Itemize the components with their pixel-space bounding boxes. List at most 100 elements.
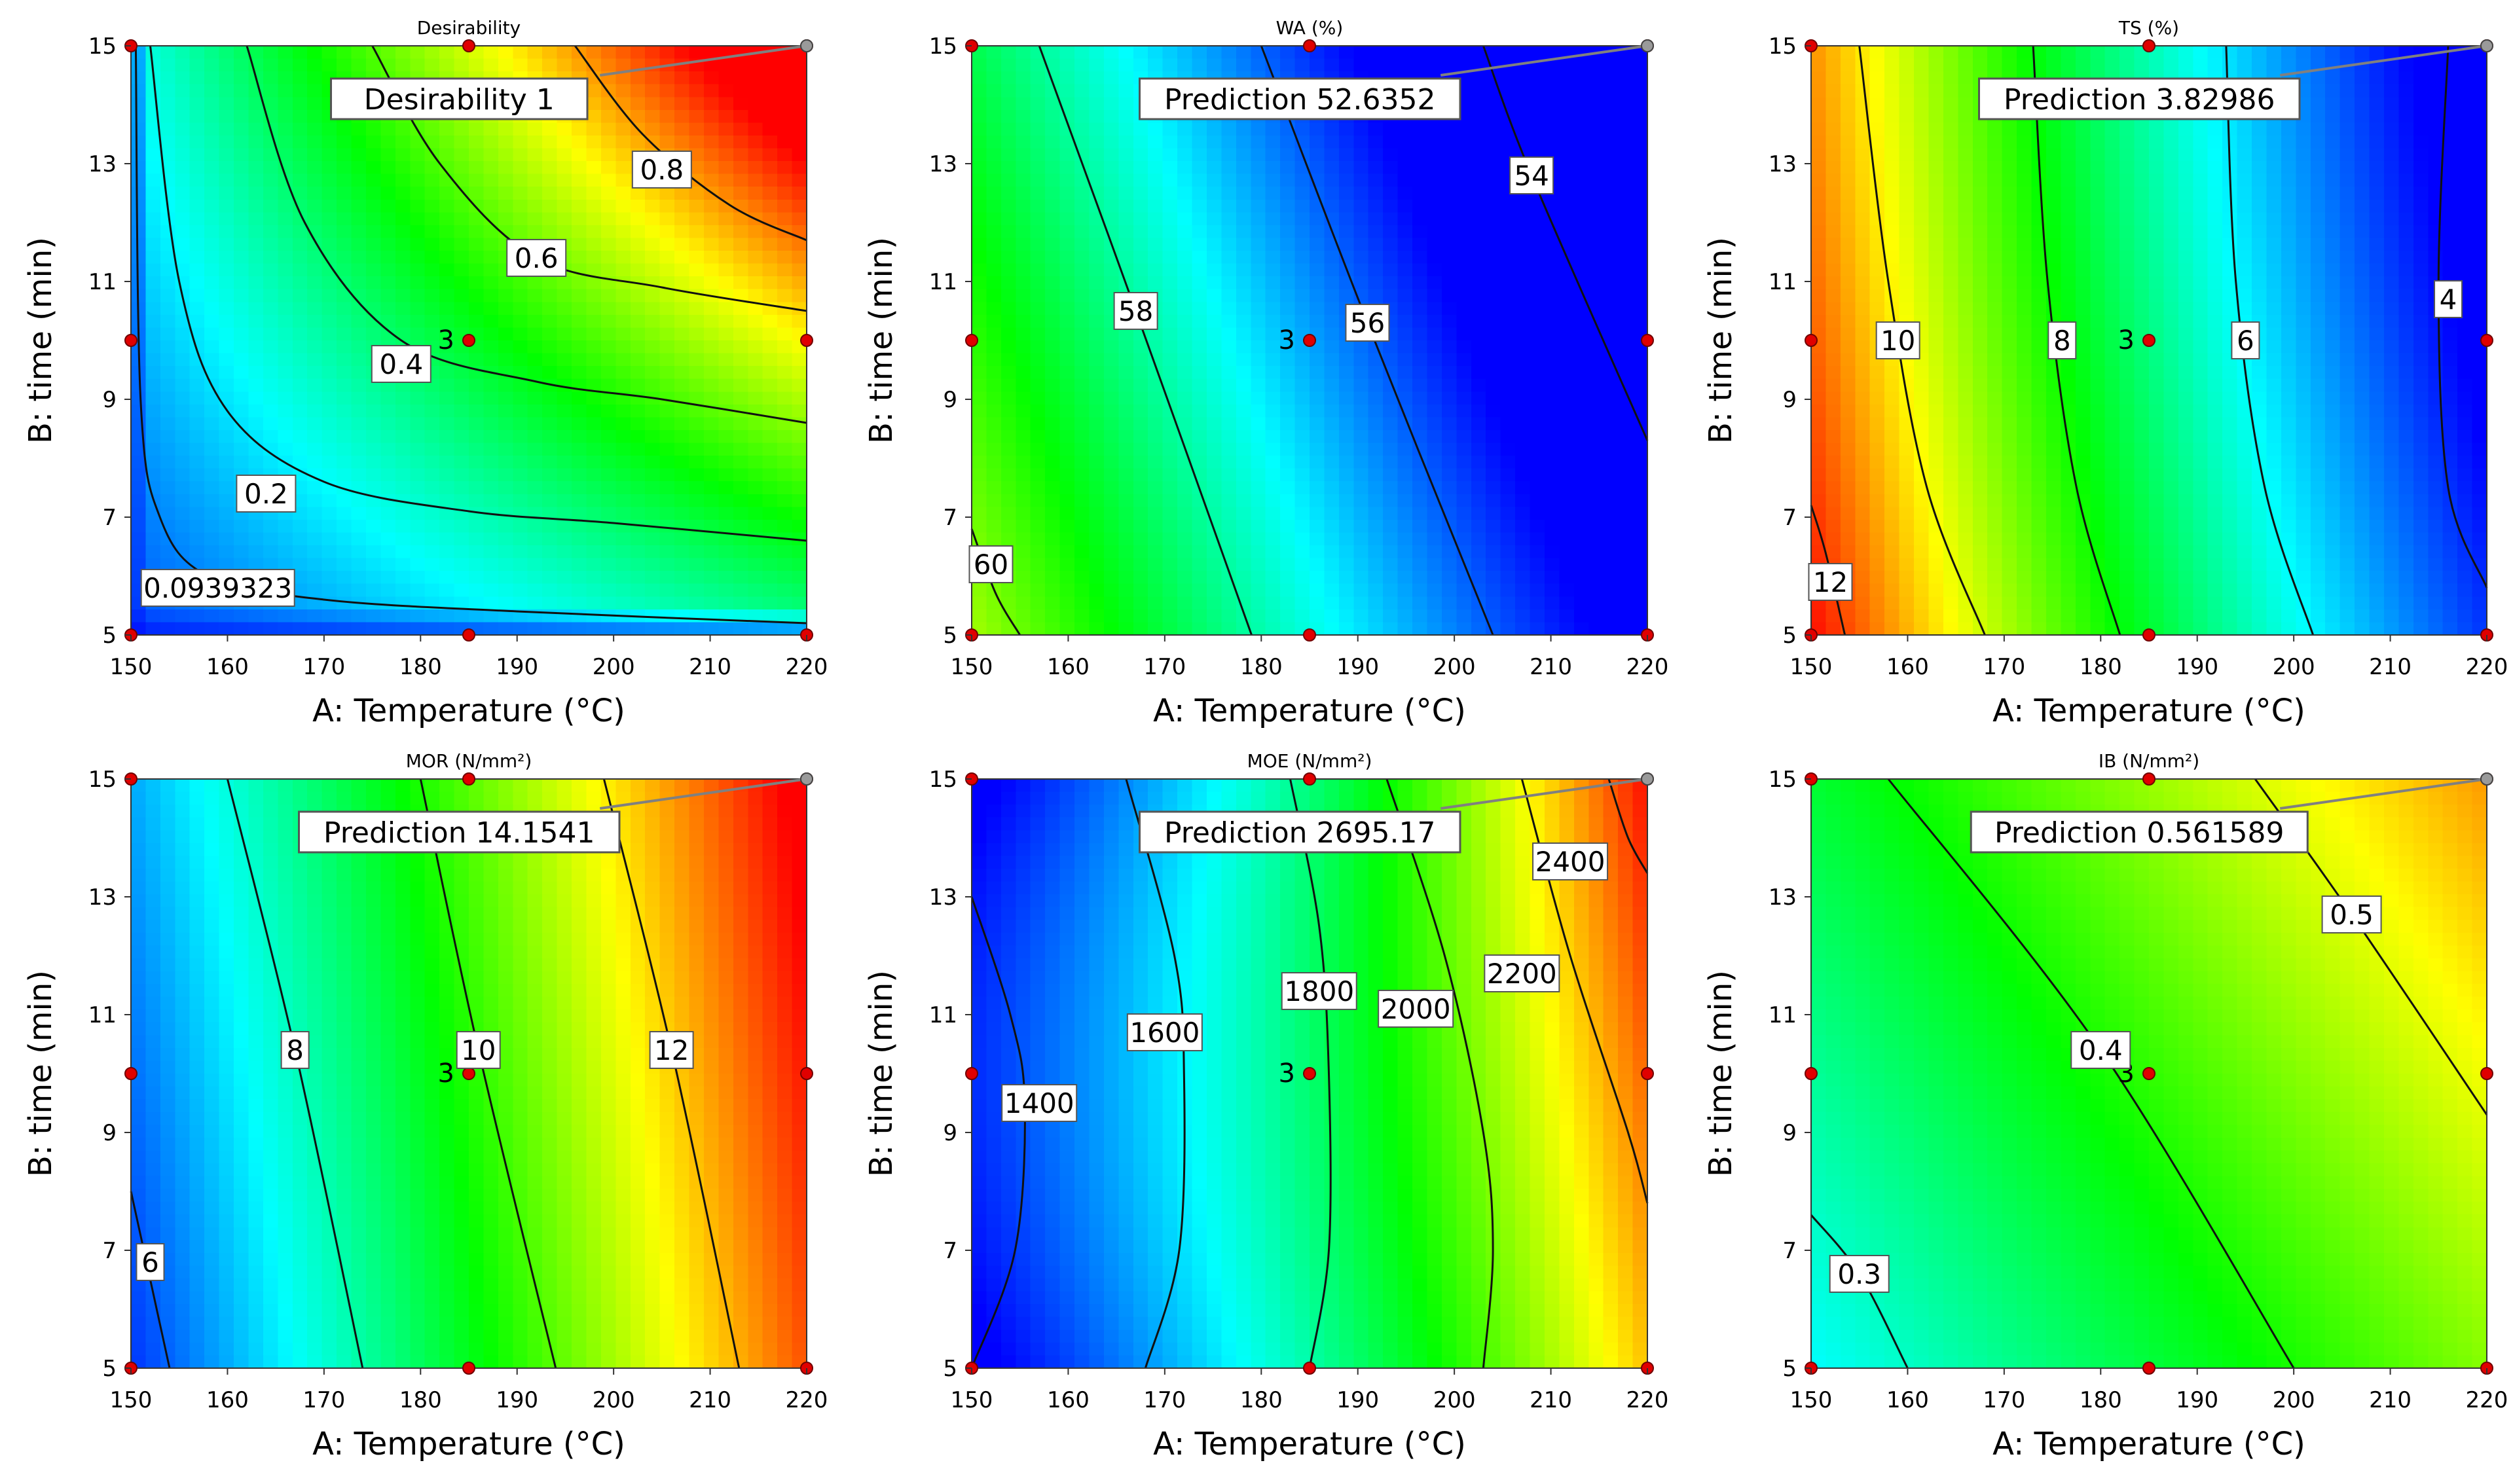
y-tick-label: 9 [102,387,117,413]
design-point [2480,334,2493,347]
contour-label: 58 [1118,295,1153,327]
y-tick-label: 13 [929,151,957,177]
y-tick-label: 13 [1769,151,1797,177]
design-point [800,334,813,347]
x-tick-label: 210 [689,654,731,680]
contour-label-box [1113,292,1158,330]
y-axis-title: B: time (min) [863,237,900,444]
x-tick-label: 210 [1530,654,1572,680]
x-axis-title: A: Temperature (°C) [312,693,625,729]
x-tick-label: 170 [303,654,345,680]
x-tick-label: 150 [1790,1387,1833,1413]
x-tick-label: 160 [1886,1387,1929,1413]
y-axis-title: B: time (min) [22,237,59,444]
design-point [965,334,978,347]
contour-label: 6 [2237,325,2254,357]
contour-line-3 [2032,45,2121,636]
contour-label: 8 [286,1034,304,1066]
x-tick-label: 180 [2080,1387,2122,1413]
contour-label: 6 [141,1246,159,1278]
contour-line-2 [1858,45,1986,636]
x-tick-label: 200 [2273,1387,2315,1413]
x-tick-label: 220 [786,1387,828,1413]
contour-line-2 [149,45,807,542]
y-tick-label: 15 [88,767,117,793]
design-point [1641,334,1654,347]
panel-2: 3 60 58 56 54 Prediction 52.6352 WA (%) 150 160 1… [863,17,1668,729]
y-axis-title: B: time (min) [863,970,900,1177]
contour-label-box [371,345,431,383]
contour-label-box [2070,1031,2131,1069]
x-tick-label: 200 [2273,654,2315,680]
replicate-count: 3 [1279,1059,1295,1089]
design-point [800,1067,813,1080]
x-axis-title: A: Temperature (°C) [1153,693,1466,729]
prediction-label: Prediction 2695.17 [1164,816,1436,850]
x-tick-label: 150 [110,1387,153,1413]
panel-1: 3 0.0939323 0.2 0.4 0.6 0.8 Desirability 1 Desi… [22,17,828,729]
y-tick-label: 13 [88,151,117,177]
x-axis-title: A: Temperature (°C) [312,1426,625,1462]
y-tick-label: 7 [102,1238,117,1264]
x-tick-label: 190 [2176,1387,2218,1413]
x-tick-label: 150 [110,654,153,680]
contour-line-3 [1289,778,1332,1369]
x-tick-label: 200 [593,1387,635,1413]
x-tick-label: 170 [1143,1387,1186,1413]
x-tick-label: 160 [206,654,249,680]
y-tick-label: 5 [1782,623,1797,649]
design-point [1303,334,1316,347]
panel-4: 3 6 8 10 12 Prediction 14.1541 MOR (N/mm²) 150 1… [22,750,828,1462]
surface-heatmap [1811,779,2487,1369]
prediction-pointer [599,45,807,77]
y-tick-label: 11 [929,1002,957,1028]
contour-label: 0.4 [379,348,423,380]
prediction-box [1970,810,2309,854]
design-point [2142,772,2155,786]
y-tick-label: 9 [943,387,957,413]
x-tick-label: 170 [1983,1387,2025,1413]
contour-label: 0.2 [244,478,288,510]
x-tick-label: 180 [1240,654,1283,680]
prediction-pointer [1440,778,1648,810]
y-tick-label: 11 [1769,1002,1797,1028]
design-point [2142,628,2155,642]
x-axis-title: A: Temperature (°C) [1992,693,2305,729]
contour-label-box [1001,1084,1078,1122]
design-point [1303,1067,1316,1080]
contour-label: 56 [1350,307,1385,339]
contour-label-box [2231,321,2260,359]
design-point [1303,628,1316,642]
contour-line-1 [1810,505,1846,636]
surface-heatmap [1811,46,2487,636]
contour-line-5 [2437,45,2488,588]
replicate-count: 3 [438,325,454,355]
y-tick-label: 7 [102,505,117,531]
contour-label-box [1345,304,1390,342]
x-tick-label: 180 [2080,654,2122,680]
prediction-box [298,810,621,854]
y-tick-label: 13 [1769,884,1797,911]
y-tick-label: 7 [1782,1238,1797,1264]
panel-title: MOR (N/mm²) [406,750,532,772]
contour-label-box [1808,563,1853,601]
prediction-pointer [1440,45,1648,77]
contour-label: 1800 [1284,975,1354,1007]
design-point [965,1067,978,1080]
design-point [2142,334,2155,347]
design-point [1303,772,1316,786]
contour-label: 2200 [1487,958,1557,990]
x-tick-label: 190 [496,1387,538,1413]
x-tick-label: 150 [1790,654,1833,680]
y-tick-label: 11 [88,1002,117,1028]
design-point [2142,1067,2155,1080]
x-tick-label: 160 [206,1387,249,1413]
contour-label-box [2434,280,2463,318]
contour-label: 0.3 [1837,1258,1881,1290]
y-tick-label: 15 [88,33,117,60]
contour-label-box [236,475,297,513]
panel-title: Desirability [417,17,521,39]
design-point [1805,1067,1818,1080]
optimum-point [2480,39,2493,52]
contour-label: 1400 [1004,1087,1074,1119]
